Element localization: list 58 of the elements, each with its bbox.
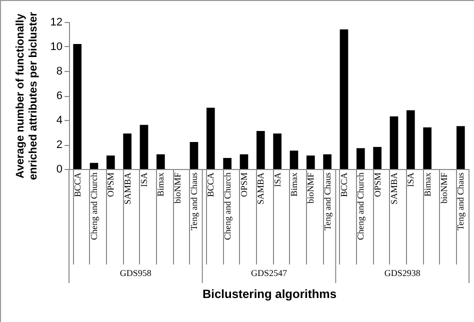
x-tick-label: ISA xyxy=(406,172,416,188)
bar xyxy=(356,148,365,169)
bar xyxy=(323,154,332,169)
x-tick-label: Teng and Chaus xyxy=(322,172,332,230)
x-tick-label: Cheng and Church xyxy=(89,172,99,240)
x-tick-label: BCCA xyxy=(72,172,82,198)
x-tick-label: ISA xyxy=(139,172,149,188)
x-tick-label: bioNMF xyxy=(306,172,316,204)
y-axis-title: Average number of functionally enriched attributes per bicluster xyxy=(14,11,40,180)
x-tick-label: Bimax xyxy=(156,172,166,196)
text: GDS2938 xyxy=(384,268,421,278)
x-tick-label: SAMBA xyxy=(389,172,399,205)
x-tick-label: ISA xyxy=(272,172,282,188)
x-tick-label: OPSM xyxy=(239,172,249,198)
bar xyxy=(390,116,398,169)
bar xyxy=(123,133,132,169)
x-tick-label: Bimax xyxy=(422,172,432,196)
x-tick-label: OPSM xyxy=(372,172,382,198)
y-tick-label: 6 xyxy=(56,90,62,102)
bar xyxy=(156,154,165,169)
y-tick-label: 2 xyxy=(56,139,62,151)
bar xyxy=(140,124,148,169)
bar xyxy=(340,29,348,169)
bar xyxy=(406,110,415,169)
y-tick-label: 12 xyxy=(50,16,62,28)
x-tick-label: Cheng and Church xyxy=(356,172,366,240)
x-tick-label: Teng and Chaus xyxy=(456,172,466,230)
bar xyxy=(273,133,282,169)
x-tick-label: SAMBA xyxy=(122,172,132,205)
text: GDS2547 xyxy=(250,268,288,278)
bar xyxy=(373,146,382,169)
x-tick-label: Cheng and Church xyxy=(222,172,232,240)
y-tick-label: 10 xyxy=(50,41,62,53)
x-axis-title: Biclustering algorithms xyxy=(202,287,337,301)
x-tick-label: BCCA xyxy=(339,172,349,198)
bar xyxy=(290,150,298,169)
bar xyxy=(90,162,98,169)
bar xyxy=(423,127,432,169)
bar xyxy=(256,131,265,169)
bar xyxy=(306,156,315,169)
x-tick-label: SAMBA xyxy=(256,172,266,205)
x-tick-label: Teng and Chaus xyxy=(189,172,199,230)
x-tick-label: BCCA xyxy=(206,172,216,198)
y-tick-label: 4 xyxy=(56,114,62,126)
bar xyxy=(190,142,198,169)
bar xyxy=(206,108,215,169)
bar xyxy=(73,44,82,169)
x-tick-label: bioNMF xyxy=(172,172,182,204)
bar xyxy=(106,156,115,169)
x-tick-label: bioNMF xyxy=(439,172,449,204)
y-tick-label: 8 xyxy=(56,66,62,78)
bar xyxy=(456,126,465,169)
bar xyxy=(240,154,248,169)
bar xyxy=(223,158,232,169)
text: GDS958 xyxy=(120,268,152,278)
x-tick-label: OPSM xyxy=(106,172,116,198)
y-tick-label: 0 xyxy=(56,164,62,176)
x-tick-label: Bimax xyxy=(289,172,299,196)
